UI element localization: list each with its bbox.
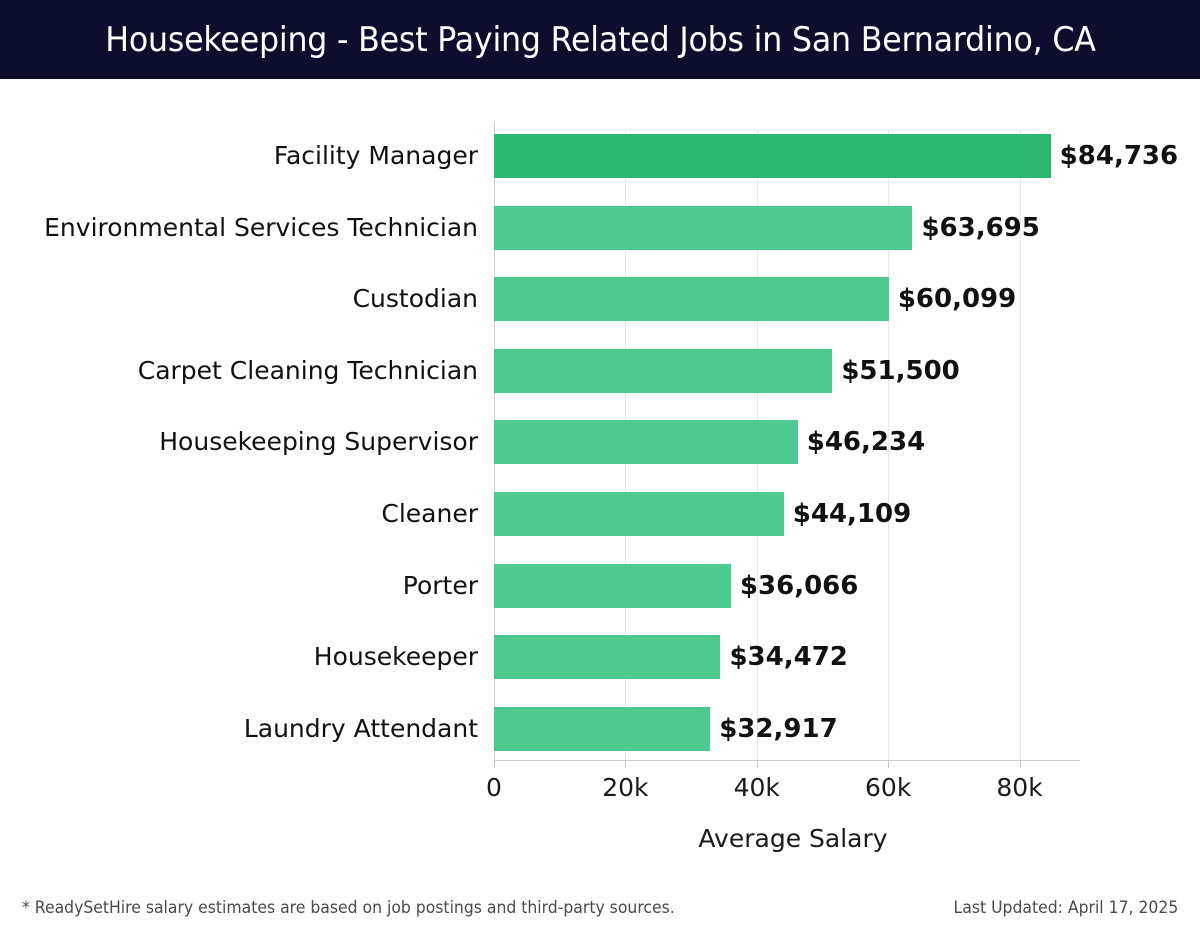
bar-value-label: $84,736 xyxy=(1059,141,1179,171)
x-axis-tick-mark xyxy=(756,760,758,768)
x-axis-tick-label: 20k xyxy=(602,773,649,802)
y-axis-category-label: Laundry Attendant xyxy=(243,713,478,743)
x-axis-line xyxy=(494,760,1080,761)
gridline xyxy=(888,130,890,760)
bar-value-label: $60,099 xyxy=(897,284,1017,315)
bar[interactable] xyxy=(494,706,711,751)
footer-disclaimer: * ReadySetHire salary estimates are base… xyxy=(22,898,675,918)
bar[interactable] xyxy=(494,134,1051,178)
bar-row[interactable]: Facility Manager $84,736 xyxy=(0,134,1200,178)
bar-row[interactable]: Cleaner $44,109 xyxy=(0,492,1200,536)
x-axis-tick-mark xyxy=(494,760,495,768)
y-axis-category-label: Custodian xyxy=(352,284,478,314)
bar[interactable] xyxy=(494,635,721,680)
x-axis-title: Average Salary xyxy=(0,824,1200,853)
bar-row[interactable]: Environmental Services Technician $63,695 xyxy=(0,205,1200,250)
y-axis-category-label: Carpet Cleaning Technician xyxy=(137,355,478,385)
bar[interactable] xyxy=(494,420,798,465)
y-axis-category-label: Housekeeping Supervisor xyxy=(159,427,478,457)
x-axis-tick-label: 0 xyxy=(486,773,502,802)
bar-row[interactable]: Custodian $60,099 xyxy=(0,277,1200,322)
bar-value-label: $32,917 xyxy=(719,713,838,744)
bar-value-label: $46,234 xyxy=(806,427,926,458)
bar[interactable] xyxy=(494,348,833,393)
bar-value-label: $63,695 xyxy=(921,212,1040,243)
x-axis-tick-label: 80k xyxy=(996,773,1043,802)
bar-row[interactable]: Carpet Cleaning Technician $51,500 xyxy=(0,348,1200,393)
bar-value-label: $34,472 xyxy=(729,642,848,673)
x-axis-tick-mark xyxy=(625,760,627,768)
bar-value-label: $44,109 xyxy=(792,499,912,529)
bar[interactable] xyxy=(494,277,889,322)
bar-row[interactable]: Housekeeper $34,472 xyxy=(0,635,1200,680)
bar[interactable] xyxy=(494,205,913,250)
x-axis-title-label: Average Salary xyxy=(698,824,888,853)
x-axis-tick-mark xyxy=(888,760,890,768)
footer-last-updated: Last Updated: April 17, 2025 xyxy=(953,898,1178,918)
bar-value-label: $51,500 xyxy=(841,355,960,386)
bar-row[interactable]: Laundry Attendant $32,917 xyxy=(0,706,1200,751)
x-axis-tick-mark xyxy=(1019,760,1021,768)
bar[interactable] xyxy=(494,563,731,608)
bar-row[interactable]: Porter $36,066 xyxy=(0,563,1200,608)
x-axis-tick-label: 40k xyxy=(733,773,780,802)
page-title: Housekeeping - Best Paying Related Jobs … xyxy=(104,19,1096,60)
y-axis-category-label: Cleaner xyxy=(381,499,478,528)
y-axis-category-label: Housekeeper xyxy=(313,642,478,672)
chart-canvas: Facility Manager $84,736 Environmental Ser… xyxy=(0,79,1200,860)
bar-value-label: $36,066 xyxy=(739,570,859,601)
gridline xyxy=(1019,130,1021,760)
bar[interactable] xyxy=(494,492,784,536)
y-axis-category-label: Environmental Services Technician xyxy=(44,212,478,242)
bar-row[interactable]: Housekeeping Supervisor $46,234 xyxy=(0,420,1200,465)
chart-header: Housekeeping - Best Paying Related Jobs … xyxy=(0,0,1200,79)
x-axis-tick-label: 60k xyxy=(865,773,912,802)
chart-footer: * ReadySetHire salary estimates are base… xyxy=(0,860,1200,940)
y-axis-category-label: Facility Manager xyxy=(273,141,478,170)
y-axis-category-label: Porter xyxy=(402,570,478,600)
